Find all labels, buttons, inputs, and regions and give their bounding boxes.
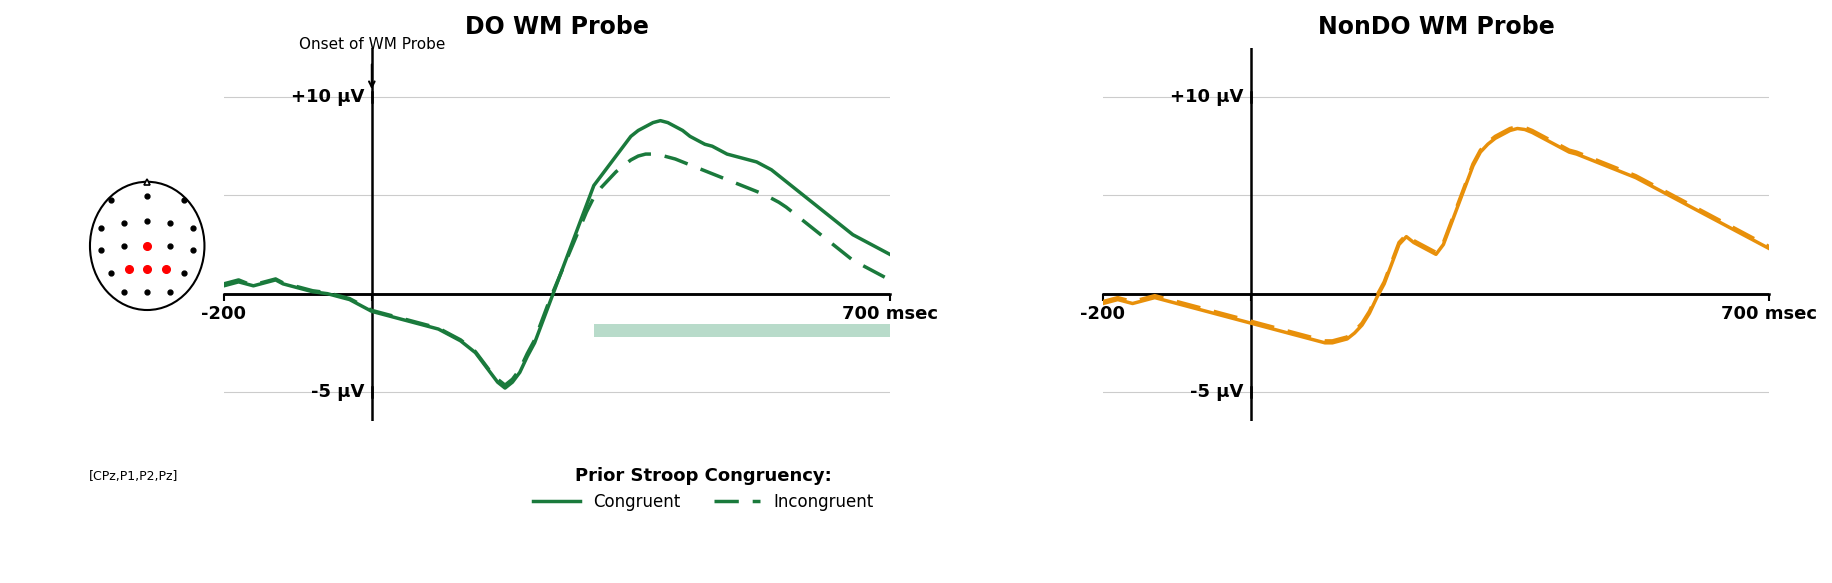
Text: Onset of WM Probe: Onset of WM Probe (299, 37, 445, 52)
Legend: Congruent, Incongruent: Congruent, Incongruent (526, 460, 881, 518)
Text: [CPz,P1,P2,Pz]: [CPz,P1,P2,Pz] (90, 470, 178, 483)
Text: -5 μV: -5 μV (311, 383, 365, 401)
Title: DO WM Probe: DO WM Probe (465, 15, 649, 39)
Text: -5 μV: -5 μV (1191, 383, 1244, 401)
Title: NonDO WM Probe: NonDO WM Probe (1317, 15, 1554, 39)
Text: +10 μV: +10 μV (1171, 88, 1244, 106)
Text: +10 μV: +10 μV (291, 88, 365, 106)
Bar (594, 324, 890, 337)
